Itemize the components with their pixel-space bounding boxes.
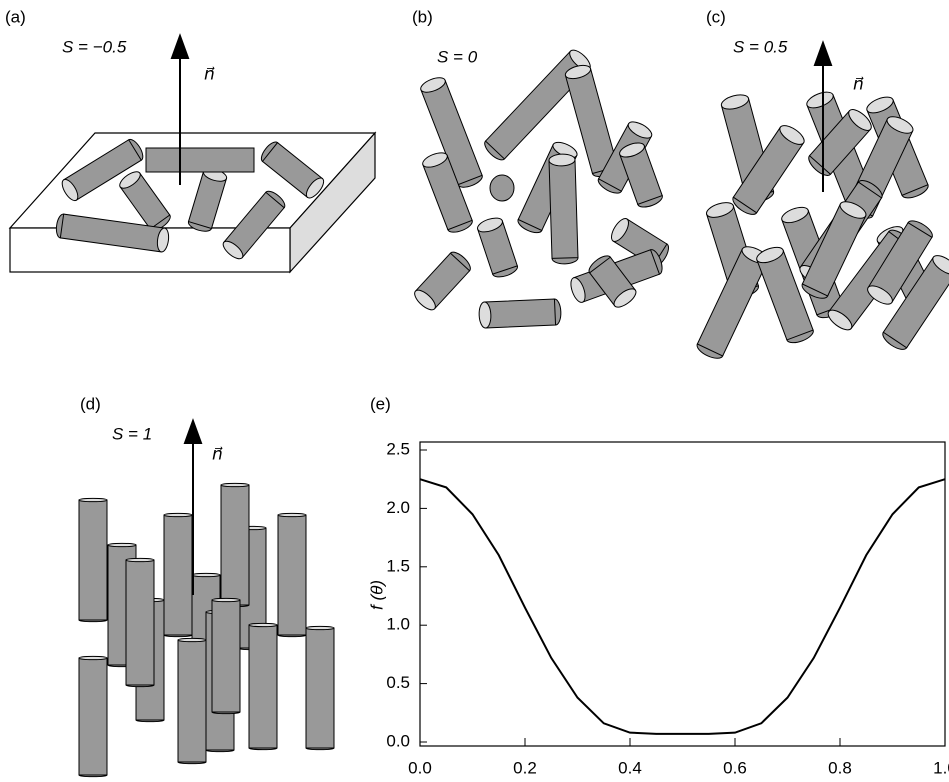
- cylinder-cap: [126, 558, 154, 561]
- order-label: S = 1: [112, 424, 152, 443]
- cylinder-cap: [192, 573, 220, 576]
- x-tick-label: 0.6: [723, 758, 747, 777]
- director-label: n⃗: [853, 74, 864, 93]
- figure: (a) S = −0.5 n⃗ (b) S = 0 (c) S = 0.5 n⃗…: [0, 0, 949, 782]
- cylinder-body: [484, 299, 555, 328]
- cylinder-body: [221, 485, 249, 605]
- cylinder: [549, 154, 578, 264]
- cylinder: [126, 558, 154, 686]
- plot-frame: [420, 442, 945, 746]
- cylinder: [306, 626, 334, 749]
- order-label: S = −0.5: [62, 37, 127, 56]
- director-label: n⃗: [204, 64, 215, 83]
- arrow-head: [185, 421, 201, 443]
- x-tick-label: 0.4: [618, 758, 642, 777]
- cylinder-body: [306, 628, 334, 748]
- order-label: S = 0: [437, 47, 478, 66]
- cylinder: [164, 513, 192, 636]
- cylinder: [479, 299, 562, 328]
- cylinder: [411, 249, 473, 313]
- arrow-head: [172, 36, 188, 58]
- y-tick-label: 0.5: [386, 673, 410, 692]
- cylinder-cap: [178, 638, 206, 641]
- cylinders: [55, 47, 949, 777]
- y-tick-label: 2.0: [386, 498, 410, 517]
- cylinder-cap: [212, 598, 240, 601]
- cylinder: [221, 483, 249, 606]
- x-tick-label: 0.8: [828, 758, 852, 777]
- cylinder-cap: [490, 175, 514, 201]
- cylinder: [278, 513, 306, 636]
- y-axis-label: f (θ): [367, 580, 386, 610]
- arrow-head: [815, 43, 831, 65]
- cylinder-cap: [278, 513, 306, 516]
- cylinder: [178, 638, 206, 763]
- cylinder-body: [79, 658, 107, 775]
- cylinder: [476, 215, 519, 279]
- director-label: n⃗: [212, 444, 223, 463]
- cylinder-cap: [549, 154, 575, 166]
- panel-label: (e): [370, 394, 391, 413]
- y-tick-label: 1.5: [386, 556, 410, 575]
- cylinder-body: [178, 640, 206, 762]
- cylinder-body: [126, 560, 154, 685]
- cylinder: [79, 656, 107, 776]
- cylinder-body: [146, 148, 254, 172]
- order-label: S = 0.5: [733, 37, 788, 56]
- cylinder: [249, 623, 277, 749]
- cylinder-body: [249, 625, 277, 748]
- y-tick-label: 0.0: [386, 731, 410, 750]
- cylinder: [79, 498, 107, 621]
- y-tick-label: 1.0: [386, 615, 410, 634]
- cylinder-cap: [79, 498, 107, 501]
- cylinder-cap: [249, 623, 277, 626]
- x-tick-label: 1.0: [933, 758, 949, 777]
- panel-label: (c): [706, 7, 726, 26]
- y-tick-label: 2.5: [386, 439, 410, 458]
- cylinder: [212, 598, 240, 713]
- cylinder-body: [212, 600, 240, 712]
- cylinder-cap: [221, 483, 249, 486]
- cylinder-cap: [306, 626, 334, 629]
- cylinder-cap: [79, 656, 107, 659]
- x-tick-label: 0.0: [408, 758, 432, 777]
- panel-label: (b): [412, 7, 433, 26]
- cylinder-body: [549, 160, 578, 259]
- cylinder-cap: [164, 513, 192, 516]
- cylinder-body: [278, 515, 306, 635]
- cylinder-cap: [108, 543, 136, 546]
- curve: [420, 479, 945, 734]
- panel-label: (d): [80, 394, 101, 413]
- panel-label: (a): [5, 7, 26, 26]
- chart: 0.0 0.2 0.4 0.6 0.8 1.0 0.0 0.5 1.0 1.5 2.0 2.5: [386, 439, 949, 777]
- cylinder-body: [79, 500, 107, 620]
- cylinder-body: [164, 515, 192, 635]
- x-tick-label: 0.2: [513, 758, 537, 777]
